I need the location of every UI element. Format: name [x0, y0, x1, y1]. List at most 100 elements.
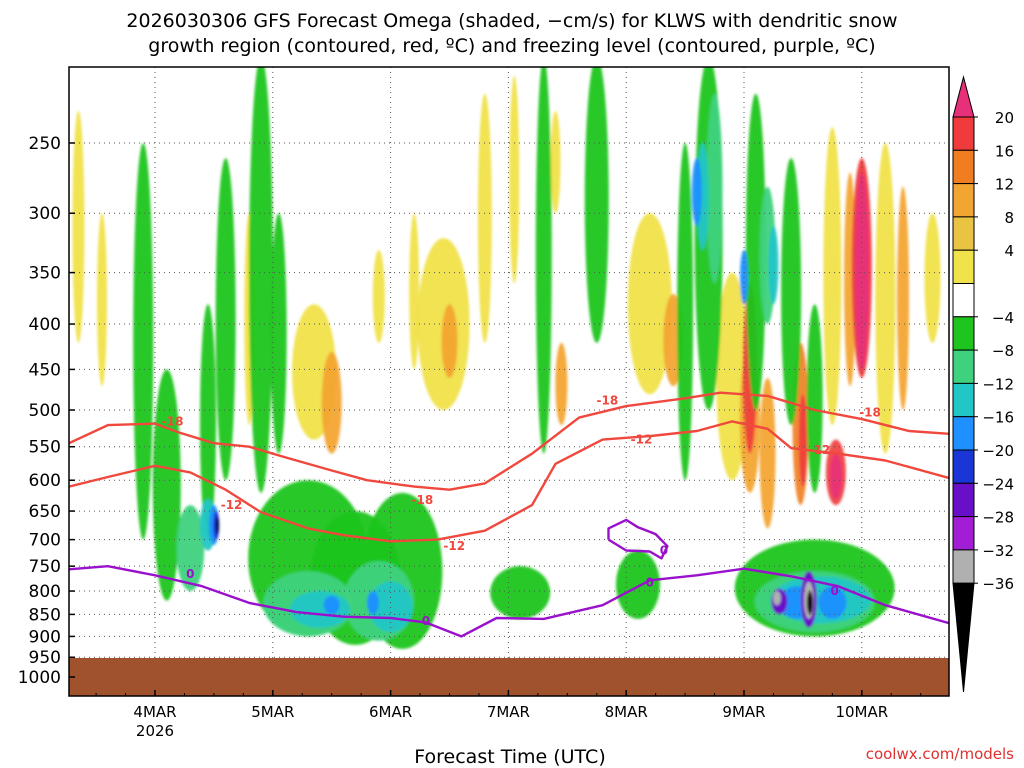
- omega-shade-cell: [615, 550, 660, 619]
- y-tick-label: 400: [29, 315, 61, 335]
- omega-shade-cell: [249, 67, 274, 493]
- colorbar-swatch: [952, 549, 975, 584]
- omega-shade-cell: [200, 304, 217, 540]
- omega-shade-cell: [323, 595, 340, 615]
- omega-shade-cell: [823, 127, 842, 426]
- colorbar-swatch: [952, 183, 975, 218]
- y-tick-label: 450: [29, 360, 61, 380]
- y-tick-label: 600: [29, 471, 61, 491]
- omega-shade-cell: [409, 213, 420, 370]
- credit-text: coolwx.com/models: [866, 745, 1014, 763]
- y-tick-label: 700: [29, 531, 61, 551]
- colorbar-label: −28: [982, 509, 1014, 527]
- omega-shade-cell: [772, 591, 781, 606]
- colorbar-bottom-arrow: [952, 582, 975, 693]
- omega-shaded-field: [72, 67, 941, 650]
- freezing-level-label: 0: [646, 575, 654, 589]
- omega-shade-cell: [818, 586, 847, 619]
- omega-shade-cell: [133, 143, 154, 540]
- dgz-18c-contour: [69, 391, 949, 491]
- omega-shade-cell: [706, 93, 723, 284]
- omega-shade-cell: [366, 591, 379, 615]
- omega-shade-cell: [372, 249, 385, 343]
- dgz-12c-label: -12: [221, 498, 243, 512]
- omega-shade-cell: [829, 453, 842, 500]
- omega-shade-cell: [321, 351, 342, 454]
- contour-lines: -18 -18 -18 -18 -12 -12 -12 -12 0 0 0 0 0: [69, 391, 949, 638]
- omega-shade-cell: [806, 591, 813, 615]
- y-tick-label: 300: [29, 204, 61, 224]
- omega-shade-cell: [584, 67, 609, 343]
- omega-shade-cell: [477, 93, 492, 343]
- colorbar-swatch: [952, 316, 975, 351]
- colorbar-swatch: [952, 349, 975, 384]
- omega-shade-cell: [875, 143, 896, 454]
- colorbar-label: −20: [982, 442, 1014, 460]
- omega-shade-cell: [441, 304, 458, 378]
- omega-shade-cell: [768, 225, 779, 305]
- x-tick-label: 4MAR: [133, 703, 176, 721]
- terrain-below-surface: [69, 658, 949, 696]
- dgz-18c-label: -18: [162, 414, 184, 428]
- colorbar-swatch: [952, 149, 975, 185]
- colorbar: 20 16 12 8 4 −4 −8 −12 −16 −20 −24 −28 −32 −36: [952, 75, 1014, 693]
- dgz-12c-label: -12: [631, 433, 653, 447]
- dgz-12c-label: -12: [443, 539, 465, 553]
- freezing-level-label: 0: [186, 567, 194, 581]
- colorbar-swatch: [952, 449, 975, 484]
- colorbar-top-arrow: [952, 75, 975, 118]
- omega-shade-cell: [745, 93, 766, 410]
- freezing-level-label: 0: [831, 584, 839, 598]
- y-tick-label: 850: [29, 605, 61, 625]
- colorbar-swatch: [952, 216, 975, 251]
- x-tick-label: 7MAR: [487, 703, 530, 721]
- y-tick-label: 550: [29, 438, 61, 458]
- dgz-18c-label: -18: [859, 405, 881, 419]
- colorbar-label: −16: [982, 409, 1014, 427]
- colorbar-label: −36: [982, 575, 1014, 593]
- omega-shade-cell: [924, 213, 941, 343]
- colorbar-swatch: [952, 516, 975, 551]
- colorbar-label: 16: [995, 142, 1014, 160]
- omega-shade-cell: [509, 75, 520, 284]
- omega-shade-cell: [627, 213, 672, 395]
- x-tick-label: 10MAR: [835, 703, 888, 721]
- y-tick-label: 750: [29, 557, 61, 577]
- omega-shade-cell: [215, 516, 219, 535]
- freezing-level-loop-contour: [607, 518, 669, 560]
- colorbar-label: −24: [982, 475, 1014, 493]
- colorbar-swatch: [952, 482, 975, 518]
- x-tick-label: 9MAR: [722, 703, 765, 721]
- y-tick-label: 250: [29, 134, 61, 154]
- colorbar-swatch: [952, 249, 975, 284]
- dgz-12c-contour: [69, 420, 949, 543]
- freezing-level-loop-label: 0: [660, 543, 668, 557]
- omega-shade-cell: [289, 591, 350, 628]
- x-tick-label: 6MAR: [369, 703, 412, 721]
- y-tick-label: 800: [29, 582, 61, 602]
- chart-title-line-1: 2026030306 GFS Forecast Omega (shaded, −…: [126, 10, 897, 32]
- colorbar-swatch: [952, 382, 975, 418]
- omega-shade-cell: [72, 110, 85, 343]
- colorbar-label: 8: [1004, 209, 1014, 227]
- x-tick-label: 5MAR: [251, 703, 294, 721]
- freezing-level-label: 0: [422, 614, 430, 628]
- colorbar-swatch: [952, 416, 975, 451]
- colorbar-label: −8: [992, 342, 1014, 360]
- omega-shade-cell: [96, 213, 107, 387]
- y-tick-label: 900: [29, 627, 61, 647]
- omega-shade-cell: [555, 342, 568, 426]
- omega-shade-cell: [677, 142, 694, 481]
- colorbar-label: 4: [1004, 242, 1014, 260]
- colorbar-label: −12: [982, 375, 1014, 393]
- omega-shade-cell: [806, 304, 823, 493]
- omega-shade-cell: [781, 158, 802, 426]
- y-tick-label: 350: [29, 264, 61, 284]
- omega-shade-cell: [798, 394, 807, 487]
- dgz-18c-label: -18: [412, 493, 434, 507]
- omega-shade-cell: [759, 377, 776, 529]
- y-axis: 2503003504004505005506006507007508008509…: [18, 134, 75, 688]
- x-axis-title: Forecast Time (UTC): [414, 746, 605, 768]
